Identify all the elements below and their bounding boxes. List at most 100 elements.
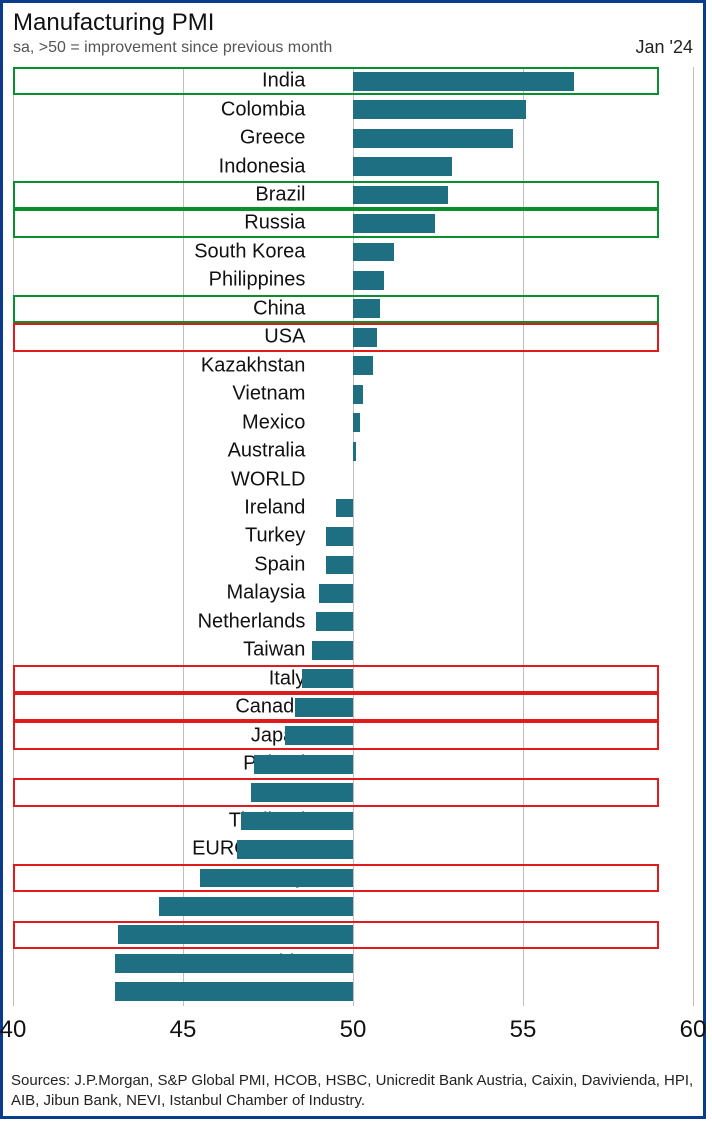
highlight-box [13, 323, 659, 351]
data-row: Brazil [13, 181, 693, 209]
bar [312, 641, 353, 660]
x-tick: 45 [170, 1016, 197, 1044]
x-tick: 60 [680, 1016, 707, 1044]
row-label: Taiwan [243, 639, 305, 662]
data-row: USA [13, 323, 693, 351]
bar [353, 243, 394, 262]
bar [353, 100, 526, 119]
chart-area: India Colombia Greece Indonesia Brazil Russia… [13, 67, 693, 1044]
plot-region: India Colombia Greece Indonesia Brazil Russia… [13, 67, 693, 1006]
bar [353, 214, 435, 233]
row-label: Australia [228, 440, 306, 463]
x-axis: 4045505560 [13, 1012, 693, 1044]
data-row: Ireland [13, 494, 693, 522]
data-row: Mexico [13, 408, 693, 436]
row-label: Vietnam [232, 383, 305, 406]
data-row: UK [13, 778, 693, 806]
bar [118, 925, 353, 944]
data-row: South Korea [13, 238, 693, 266]
row-label: Ireland [244, 497, 305, 520]
bar [316, 612, 353, 631]
x-tick: 50 [340, 1016, 367, 1044]
chart-frame: Manufacturing PMI sa, >50 = improvement … [0, 0, 706, 1119]
bar [302, 669, 353, 688]
data-row: Germany [13, 864, 693, 892]
bar [200, 869, 353, 888]
row-label: WORLD [231, 468, 305, 491]
bar [115, 954, 353, 973]
chart-subtitle: sa, >50 = improvement since previous mon… [13, 39, 693, 57]
row-label: Kazakhstan [201, 354, 306, 377]
chart-title: Manufacturing PMI [13, 9, 693, 37]
data-row: Austria [13, 978, 693, 1006]
bar [319, 584, 353, 603]
row-label: Turkey [245, 525, 305, 548]
bar [115, 982, 353, 1001]
data-row: WORLD [13, 465, 693, 493]
data-row: Colombia [13, 95, 693, 123]
row-label: Italy [269, 667, 306, 690]
row-label: Russia [244, 212, 305, 235]
data-row: Spain [13, 551, 693, 579]
row-label: Greece [240, 127, 306, 150]
bar [353, 328, 377, 347]
data-row: Indonesia [13, 152, 693, 180]
data-row: Russia [13, 209, 693, 237]
data-row: Poland [13, 750, 693, 778]
row-label: Indonesia [219, 155, 306, 178]
header: Manufacturing PMI sa, >50 = improvement … [13, 9, 693, 57]
row-label: Spain [254, 553, 305, 576]
data-row: Czechia [13, 949, 693, 977]
data-row: Taiwan [13, 636, 693, 664]
gridline [693, 67, 694, 1006]
row-label: South Korea [194, 240, 305, 263]
row-label: Colombia [221, 98, 305, 121]
row-label: Philippines [209, 269, 306, 292]
bar [326, 556, 353, 575]
bar [159, 897, 353, 916]
row-label: Malaysia [226, 582, 305, 605]
data-row: France [13, 921, 693, 949]
bar [285, 726, 353, 745]
data-row: Malaysia [13, 579, 693, 607]
bar [353, 299, 380, 318]
data-row: Canada [13, 693, 693, 721]
row-label: Brazil [255, 184, 305, 207]
data-row: Myanmar [13, 892, 693, 920]
data-row: Netherlands [13, 608, 693, 636]
bar [353, 271, 384, 290]
bar [353, 129, 513, 148]
data-row: Australia [13, 437, 693, 465]
data-row: India [13, 67, 693, 95]
data-row: Italy [13, 665, 693, 693]
data-row: Philippines [13, 266, 693, 294]
row-label: Mexico [242, 411, 305, 434]
highlight-box [13, 181, 659, 209]
bar [353, 385, 363, 404]
bar [254, 755, 353, 774]
data-row: Kazakhstan [13, 352, 693, 380]
bar [353, 413, 360, 432]
bar [237, 840, 353, 859]
bar [251, 783, 353, 802]
sources-footer: Sources: J.P.Morgan, S&P Global PMI, HCO… [11, 1071, 695, 1110]
data-row: Thailand [13, 807, 693, 835]
data-row: EUROZONE [13, 835, 693, 863]
bar [353, 186, 448, 205]
bar [326, 527, 353, 546]
bar [353, 157, 452, 176]
row-label: USA [264, 326, 305, 349]
x-tick: 55 [510, 1016, 537, 1044]
bar [241, 812, 353, 831]
data-row: Japan [13, 721, 693, 749]
data-row: Vietnam [13, 380, 693, 408]
bar [353, 442, 356, 461]
data-row: Turkey [13, 522, 693, 550]
highlight-box [13, 295, 659, 323]
bar [336, 499, 353, 518]
bar [353, 356, 373, 375]
highlight-box [13, 209, 659, 237]
row-label: India [262, 70, 305, 93]
row-label: Netherlands [198, 610, 306, 633]
data-row: China [13, 295, 693, 323]
